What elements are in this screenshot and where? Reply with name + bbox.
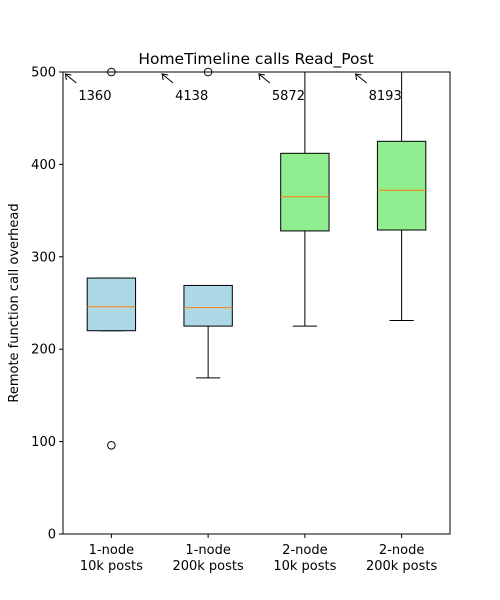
annotation-arrow bbox=[355, 73, 367, 84]
annotation-arrow-head bbox=[161, 73, 169, 81]
x-tick-label: 200k posts bbox=[172, 559, 244, 574]
annotation-arrow-head bbox=[64, 73, 72, 81]
x-tick-label: 2-node bbox=[379, 543, 424, 558]
annotation-arrow-shaft bbox=[161, 73, 174, 84]
x-tick-label: 10k posts bbox=[80, 559, 143, 574]
annotation-arrow bbox=[161, 73, 174, 84]
annotation-label: 5872 bbox=[272, 89, 305, 104]
y-tick-label: 100 bbox=[31, 435, 56, 450]
annotation-arrow-shaft bbox=[355, 73, 367, 84]
annotation-arrow-shaft bbox=[258, 73, 271, 84]
y-axis-label: Remote function call overhead bbox=[7, 203, 22, 402]
box-iqr bbox=[86, 277, 137, 332]
plot-frame bbox=[62, 71, 451, 535]
x-tick-label: 200k posts bbox=[366, 559, 438, 574]
x-tick-label: 1-node bbox=[185, 543, 230, 558]
box-iqr bbox=[183, 284, 233, 327]
y-tick-label: 200 bbox=[31, 343, 56, 358]
y-tick-label: 500 bbox=[31, 66, 56, 81]
box-group bbox=[376, 71, 427, 322]
annotation-arrow bbox=[64, 73, 77, 84]
annotation-arrow-head bbox=[355, 73, 362, 81]
annotation-arrow bbox=[258, 73, 271, 84]
box-iqr bbox=[280, 152, 330, 232]
y-tick-label: 400 bbox=[31, 158, 56, 173]
outlier-point bbox=[107, 440, 116, 450]
x-tick-label: 1-node bbox=[89, 543, 134, 558]
box-group bbox=[183, 67, 233, 379]
annotation-label: 4138 bbox=[175, 89, 208, 104]
y-tick-label: 300 bbox=[31, 250, 56, 265]
x-tick-label: 2-node bbox=[282, 543, 327, 558]
x-tick-label: 10k posts bbox=[273, 559, 336, 574]
annotation-arrow-head bbox=[258, 73, 265, 81]
annotation-label: 1360 bbox=[78, 89, 111, 104]
chart-title: HomeTimeline calls Read_Post bbox=[138, 50, 373, 69]
annotation-label: 8193 bbox=[369, 89, 402, 104]
box-group bbox=[86, 67, 137, 450]
box-iqr bbox=[376, 140, 427, 231]
y-tick-label: 0 bbox=[48, 528, 56, 543]
box-group bbox=[280, 71, 330, 327]
annotation-arrow-shaft bbox=[65, 73, 77, 84]
